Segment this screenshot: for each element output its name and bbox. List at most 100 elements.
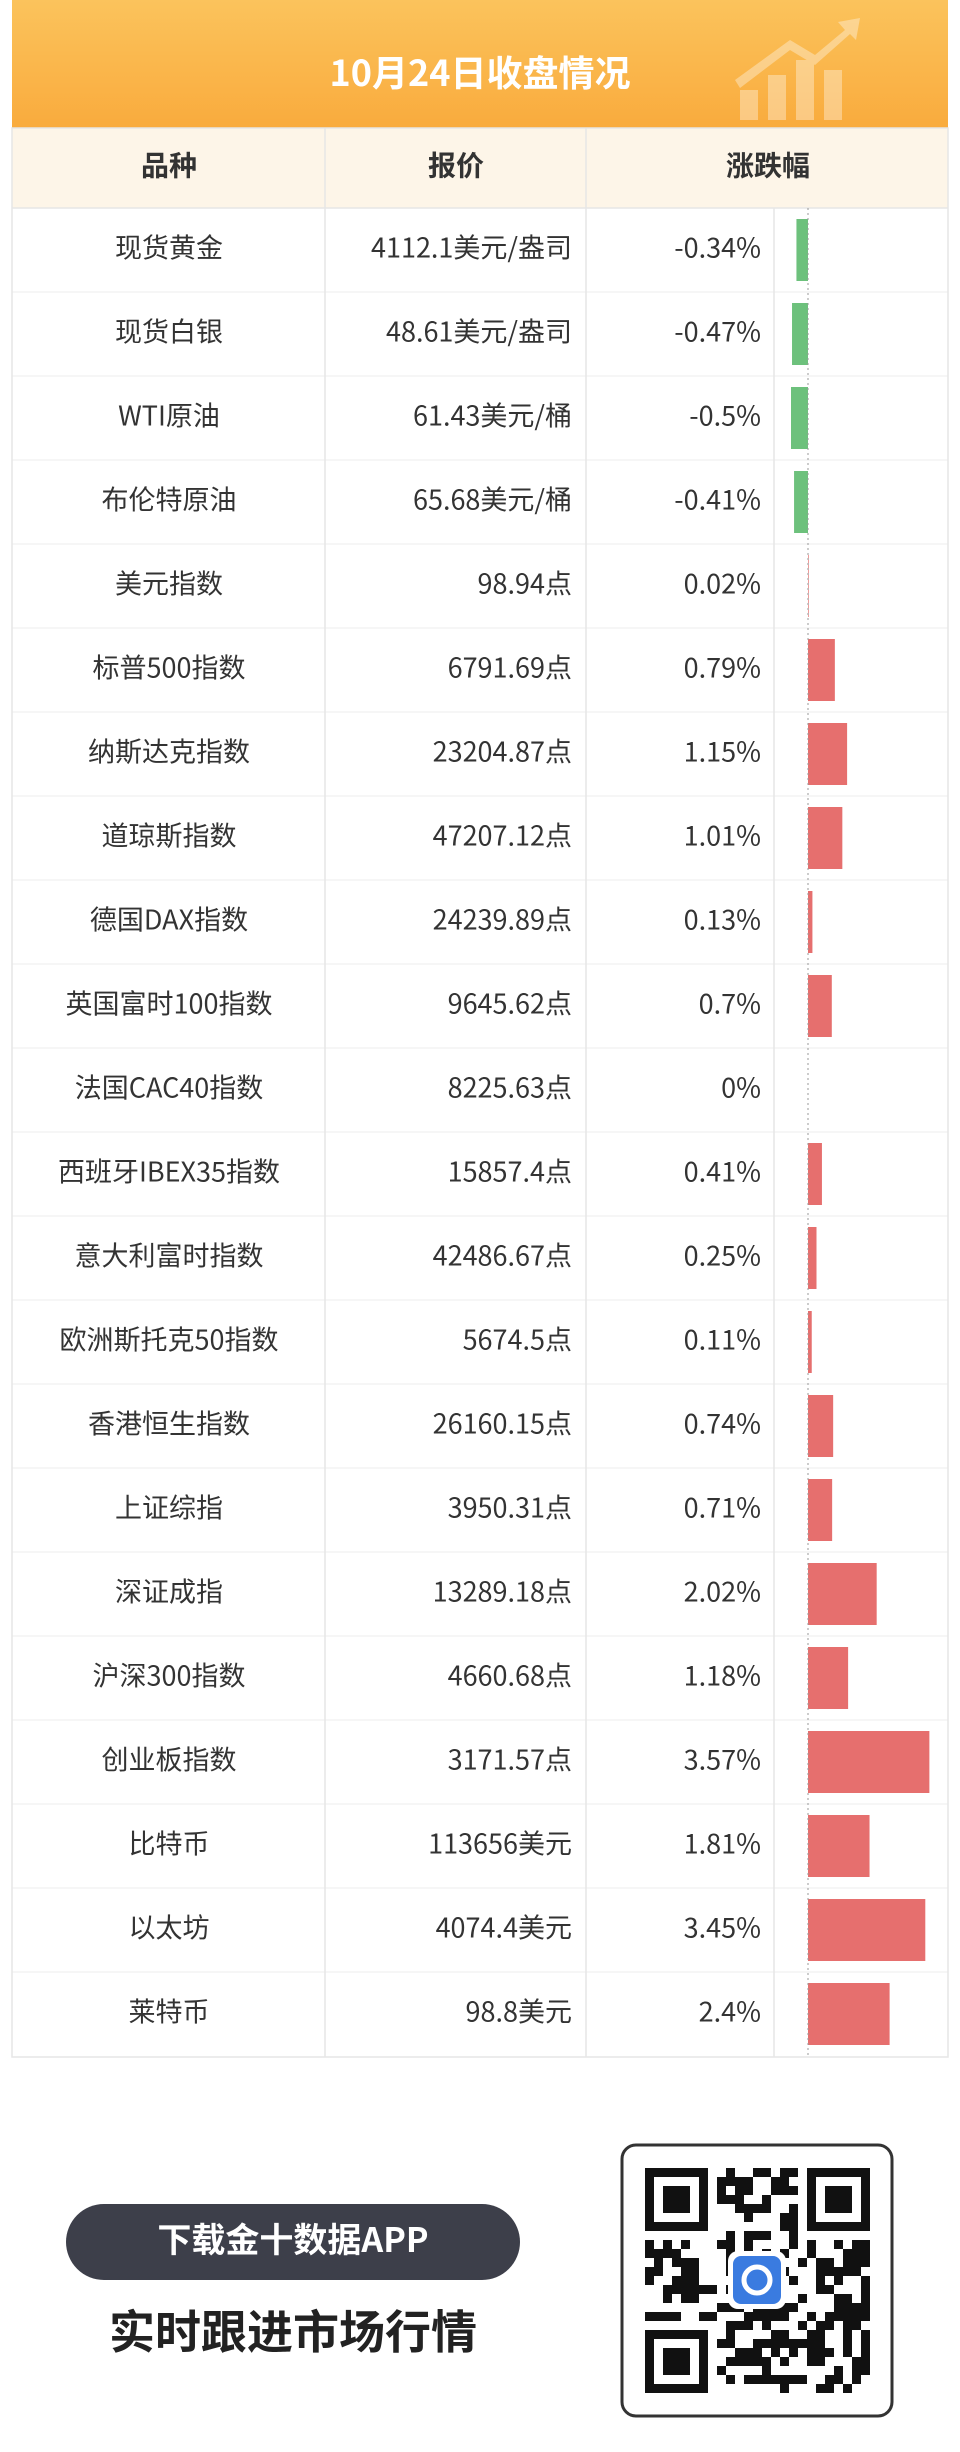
change: 3.57%: [684, 1738, 761, 1777]
change-bar: [808, 1983, 890, 2045]
qr-module: [645, 2249, 654, 2258]
qr-module: [717, 2339, 726, 2348]
qr-module: [798, 2339, 807, 2348]
qr-module: [789, 2375, 798, 2384]
qr-module: [780, 2186, 789, 2195]
qr-module: [762, 2312, 771, 2321]
qr-module: [807, 2339, 816, 2348]
column-header: 涨跌幅: [726, 145, 810, 185]
qr-module: [834, 2276, 843, 2285]
qr-module: [726, 2303, 735, 2312]
qr-module: [780, 2213, 789, 2222]
qr-module: [852, 2267, 861, 2276]
qr-module: [852, 2375, 861, 2384]
quote: 61.43美元/桶: [413, 394, 572, 433]
qr-module: [807, 2312, 816, 2321]
qr-module: [717, 2240, 726, 2249]
change: -0.41%: [674, 478, 761, 517]
qr-module: [726, 2249, 735, 2258]
qr-module: [843, 2294, 852, 2303]
qr-module: [672, 2312, 681, 2321]
instrument-name: 道琼斯指数: [102, 814, 237, 853]
qr-module: [816, 2267, 825, 2276]
instrument-name: 深证成指: [115, 1570, 223, 1609]
qr-module: [789, 2204, 798, 2213]
qr-module: [690, 2294, 699, 2303]
table-header: [12, 128, 948, 208]
qr-module: [717, 2366, 726, 2375]
change: 0.71%: [684, 1486, 761, 1525]
qr-module: [843, 2267, 852, 2276]
change-bar: [808, 1899, 926, 1961]
qr-module: [690, 2258, 699, 2267]
instrument-name: WTI原油: [118, 394, 220, 433]
quote: 26160.15点: [433, 1402, 572, 1441]
qr-module: [681, 2285, 690, 2294]
change-bar: [792, 303, 808, 365]
title: 10月24日收盘情况: [330, 45, 631, 97]
qr-module: [798, 2321, 807, 2330]
qr-module: [816, 2258, 825, 2267]
instrument-name: 创业板指数: [102, 1738, 237, 1777]
instrument-name: 现货白银: [115, 310, 223, 349]
qr-module: [789, 2222, 798, 2231]
qr-module: [861, 2303, 870, 2312]
qr-module: [744, 2312, 753, 2321]
qr-module: [861, 2339, 870, 2348]
download-button[interactable]: [66, 2204, 520, 2280]
qr-module: [789, 2240, 798, 2249]
qr-module: [834, 2312, 843, 2321]
qr-module: [672, 2276, 681, 2285]
qr-module: [843, 2330, 852, 2339]
instrument-name: 比特币: [129, 1822, 210, 1861]
qr-module: [861, 2294, 870, 2303]
qr-module: [843, 2303, 852, 2312]
qr-module: [735, 2357, 744, 2366]
qr-module: [654, 2312, 663, 2321]
qr-module: [762, 2357, 771, 2366]
change-bar: [794, 471, 808, 533]
qr-module: [726, 2240, 735, 2249]
change: -0.5%: [689, 394, 761, 433]
qr-module: [798, 2375, 807, 2384]
qr-finder: [663, 2186, 690, 2213]
qr-module: [780, 2222, 789, 2231]
qr-module: [744, 2348, 753, 2357]
qr-module: [663, 2240, 672, 2249]
qr-module: [762, 2195, 771, 2204]
qr-module: [771, 2177, 780, 2186]
qr-module: [852, 2240, 861, 2249]
qr-module: [825, 2384, 834, 2393]
change: 0.02%: [684, 562, 761, 601]
qr-module: [780, 2312, 789, 2321]
change: 0.25%: [684, 1234, 761, 1273]
qr-module: [789, 2276, 798, 2285]
change-bar: [808, 1227, 817, 1289]
change-bar: [808, 555, 809, 617]
change: 0.41%: [684, 1150, 761, 1189]
qr-module: [789, 2339, 798, 2348]
qr-module: [726, 2339, 735, 2348]
qr-module: [744, 2177, 753, 2186]
qr-module: [852, 2312, 861, 2321]
qr-module: [843, 2339, 852, 2348]
qr-module: [771, 2339, 780, 2348]
qr-module: [735, 2204, 744, 2213]
qr-module: [645, 2240, 654, 2249]
instrument-name: 德国DAX指数: [90, 898, 248, 937]
qr-module: [789, 2303, 798, 2312]
qr-module: [843, 2348, 852, 2357]
qr-module: [744, 2231, 753, 2240]
change: 0%: [721, 1066, 761, 1105]
qr-module: [861, 2240, 870, 2249]
button-label: 下载金十数据APP: [157, 2213, 428, 2262]
quote: 9645.62点: [448, 982, 572, 1021]
qr-module: [753, 2357, 762, 2366]
qr-module: [798, 2294, 807, 2303]
change-bar: [808, 1647, 849, 1709]
qr-module: [753, 2348, 762, 2357]
column-header: 品种: [141, 145, 197, 185]
instrument-name: 上证综指: [115, 1486, 223, 1525]
quote: 98.94点: [478, 562, 572, 601]
qr-module: [834, 2366, 843, 2375]
